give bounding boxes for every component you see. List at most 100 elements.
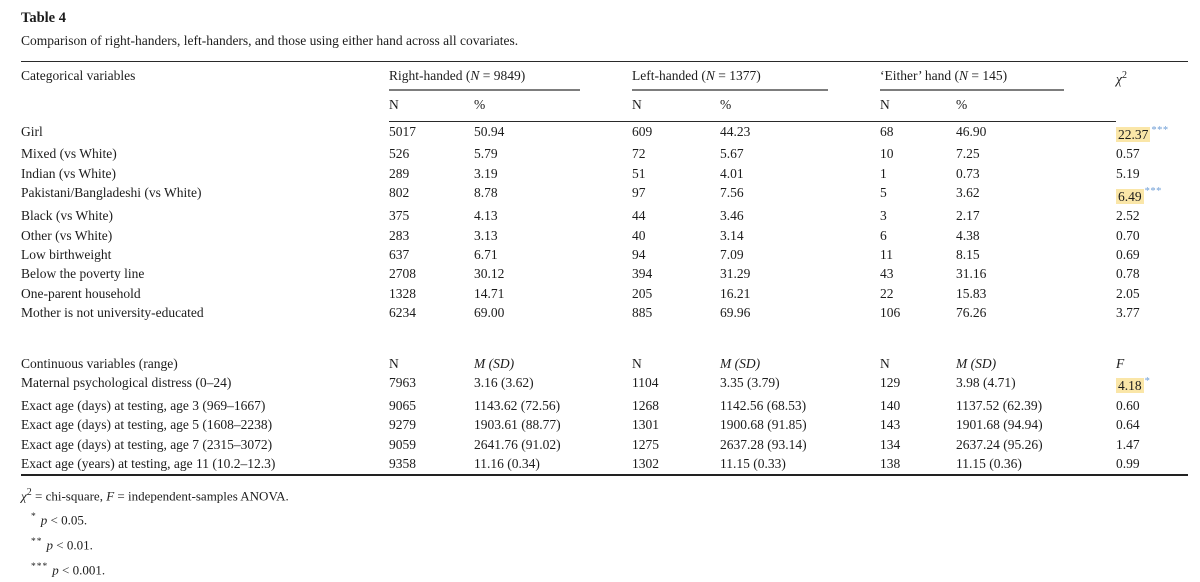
test-statistic-cell: 0.78 bbox=[1116, 264, 1188, 283]
either-n-value: 138 bbox=[880, 456, 901, 472]
rh-n-value: 283 bbox=[389, 227, 410, 243]
lh-n-value: 1275 bbox=[632, 436, 660, 452]
table-row: Low birthweight 637 6.71 94 7.09 11 8.15… bbox=[21, 245, 1188, 264]
subheader-either-n: N bbox=[880, 355, 890, 371]
rh-stat-value: 1903.61 (88.77) bbox=[474, 417, 561, 433]
table-row: Maternal psychological distress (0–24) 7… bbox=[21, 373, 1188, 396]
lh-n-value: 40 bbox=[632, 227, 646, 243]
lh-n-value: 44 bbox=[632, 208, 646, 224]
lh-n-value: 1268 bbox=[632, 397, 660, 413]
row-label: Indian (vs White) bbox=[21, 165, 116, 181]
either-n-value: 129 bbox=[880, 374, 901, 390]
rh-n-value: 9065 bbox=[389, 397, 416, 413]
test-statistic-value: 0.99 bbox=[1116, 456, 1140, 472]
lh-stat-value: 5.67 bbox=[720, 146, 744, 162]
lh-stat-value: 2637.28 (93.14) bbox=[720, 436, 807, 452]
rh-stat-value: 3.16 (3.62) bbox=[474, 374, 534, 390]
continuous-section: Continuous variables (range) N M (SD) N … bbox=[21, 323, 1188, 475]
subheader-lh-n: N bbox=[632, 355, 642, 371]
rh-n-value: 802 bbox=[389, 185, 410, 201]
test-statistic-cell: 0.60 bbox=[1116, 396, 1188, 415]
test-statistic-value: 5.19 bbox=[1116, 165, 1140, 181]
either-n-value: 143 bbox=[880, 417, 901, 433]
lh-stat-value: 1142.56 (68.53) bbox=[720, 397, 807, 413]
table-row: Exact age (years) at testing, age 11 (10… bbox=[21, 454, 1188, 474]
either-stat-value: 7.25 bbox=[956, 146, 980, 162]
either-stat-value: 8.15 bbox=[956, 246, 980, 262]
lh-n-value: 1302 bbox=[632, 456, 660, 472]
significance-stars: * bbox=[1144, 375, 1151, 387]
table-row: Exact age (days) at testing, age 7 (2315… bbox=[21, 435, 1188, 454]
row-label: Mixed (vs White) bbox=[21, 146, 117, 162]
test-statistic-value: 0.60 bbox=[1116, 397, 1140, 413]
lh-stat-value: 3.35 (3.79) bbox=[720, 374, 780, 390]
either-n-value: 5 bbox=[880, 185, 887, 201]
rh-stat-value: 6.71 bbox=[474, 246, 498, 262]
either-n-value: 6 bbox=[880, 227, 887, 243]
test-statistic-value: 2.52 bbox=[1116, 208, 1140, 224]
test-statistic-value: 0.57 bbox=[1116, 146, 1140, 162]
lh-n-value: 97 bbox=[632, 185, 646, 201]
rh-n-value: 526 bbox=[389, 146, 410, 162]
rh-n-value: 2708 bbox=[389, 266, 416, 282]
table-row: Pakistani/Bangladeshi (vs White) 802 8.7… bbox=[21, 183, 1188, 206]
either-n-value: 10 bbox=[880, 146, 894, 162]
either-stat-value: 3.62 bbox=[956, 185, 980, 201]
row-label: Other (vs White) bbox=[21, 227, 113, 243]
comparison-table: Categorical variables Right-handed (N = … bbox=[21, 61, 1189, 476]
lh-stat-value: 44.23 bbox=[720, 124, 751, 139]
rh-stat-value: 3.13 bbox=[474, 227, 498, 243]
test-statistic-cell: 22.37 *** bbox=[1116, 122, 1188, 145]
lh-stat-value: 7.56 bbox=[720, 185, 744, 201]
test-statistic-cell: 2.52 bbox=[1116, 206, 1188, 225]
test-statistic-cell: 0.70 bbox=[1116, 226, 1188, 245]
chi-square-column-header: χ2 bbox=[1116, 70, 1127, 87]
table-title: Table 4 bbox=[21, 10, 66, 26]
row-label: Low birthweight bbox=[21, 246, 112, 262]
rh-n-value: 1328 bbox=[389, 285, 416, 301]
test-statistic-value: 0.69 bbox=[1116, 246, 1140, 262]
lh-stat-value: 1900.68 (91.85) bbox=[720, 417, 807, 433]
group-header-right-handed: Right-handed (N = 9849) bbox=[389, 62, 632, 91]
test-statistic-cell: 0.69 bbox=[1116, 245, 1188, 264]
row-label: Maternal psychological distress (0–24) bbox=[21, 374, 232, 390]
rh-stat-value: 50.94 bbox=[474, 124, 505, 139]
test-statistic-value: 0.78 bbox=[1116, 266, 1140, 282]
lh-stat-value: 16.21 bbox=[720, 285, 751, 301]
lh-n-value: 1301 bbox=[632, 417, 660, 433]
either-stat-value: 46.90 bbox=[956, 124, 987, 139]
table-row: Black (vs White) 375 4.13 44 3.46 3 2.17… bbox=[21, 206, 1188, 225]
rh-n-value: 9279 bbox=[389, 417, 416, 433]
subheader-either-n: N bbox=[880, 91, 957, 122]
lh-stat-value: 4.01 bbox=[720, 165, 744, 181]
subheader-rh-pct: % bbox=[474, 91, 633, 122]
subheader-rh-msd: M (SD) bbox=[474, 355, 515, 371]
table-row: Mother is not university-educated 6234 6… bbox=[21, 303, 1188, 322]
footnote-sig-p001: *** p < 0.001. bbox=[31, 562, 106, 578]
col-header-continuous: Continuous variables (range) bbox=[21, 355, 178, 371]
subheader-lh-n: N bbox=[632, 91, 721, 122]
rh-stat-value: 14.71 bbox=[474, 285, 505, 301]
test-statistic-value: 6.49 bbox=[1116, 188, 1144, 204]
row-label: One-parent household bbox=[21, 285, 141, 301]
table-caption: Comparison of right-handers, left-hander… bbox=[21, 33, 519, 48]
table-row: Below the poverty line 2708 30.12 394 31… bbox=[21, 264, 1188, 283]
section-spacer bbox=[21, 323, 1188, 354]
table-row: Mixed (vs White) 526 5.79 72 5.67 10 7.2… bbox=[21, 144, 1188, 163]
table-row: Exact age (days) at testing, age 5 (1608… bbox=[21, 415, 1188, 434]
test-statistic-value: 3.77 bbox=[1116, 305, 1140, 321]
test-statistic-value: 0.64 bbox=[1116, 417, 1140, 433]
group-header-either-hand: ‘Either’ hand (N = 145) bbox=[880, 62, 1116, 91]
either-stat-value: 76.26 bbox=[956, 305, 987, 321]
either-n-value: 22 bbox=[880, 285, 894, 301]
row-label: Pakistani/Bangladeshi (vs White) bbox=[21, 185, 202, 201]
test-statistic-cell: 1.47 bbox=[1116, 435, 1188, 454]
rh-n-value: 9358 bbox=[389, 456, 416, 472]
rh-n-value: 637 bbox=[389, 246, 410, 262]
row-label: Below the poverty line bbox=[21, 266, 145, 282]
rh-n-value: 7963 bbox=[389, 374, 416, 390]
rh-stat-value: 4.13 bbox=[474, 208, 498, 224]
lh-n-value: 609 bbox=[632, 124, 653, 139]
either-stat-value: 2637.24 (95.26) bbox=[956, 436, 1043, 452]
